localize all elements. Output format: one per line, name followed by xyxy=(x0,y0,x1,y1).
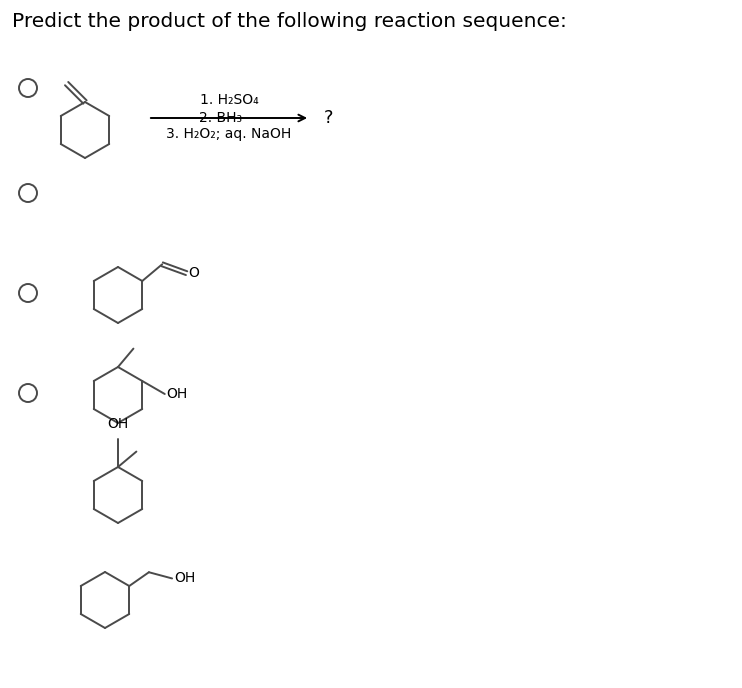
Text: Predict the product of the following reaction sequence:: Predict the product of the following rea… xyxy=(12,12,567,31)
Text: ?: ? xyxy=(324,109,333,127)
Text: OH: OH xyxy=(174,572,195,585)
Text: 3. H₂O₂; aq. NaOH: 3. H₂O₂; aq. NaOH xyxy=(166,127,292,141)
Text: 1. H₂SO₄: 1. H₂SO₄ xyxy=(200,93,258,107)
Text: 2. BH₃: 2. BH₃ xyxy=(200,111,243,125)
Text: OH: OH xyxy=(165,387,187,401)
Text: OH: OH xyxy=(108,417,128,431)
Text: O: O xyxy=(188,266,200,280)
